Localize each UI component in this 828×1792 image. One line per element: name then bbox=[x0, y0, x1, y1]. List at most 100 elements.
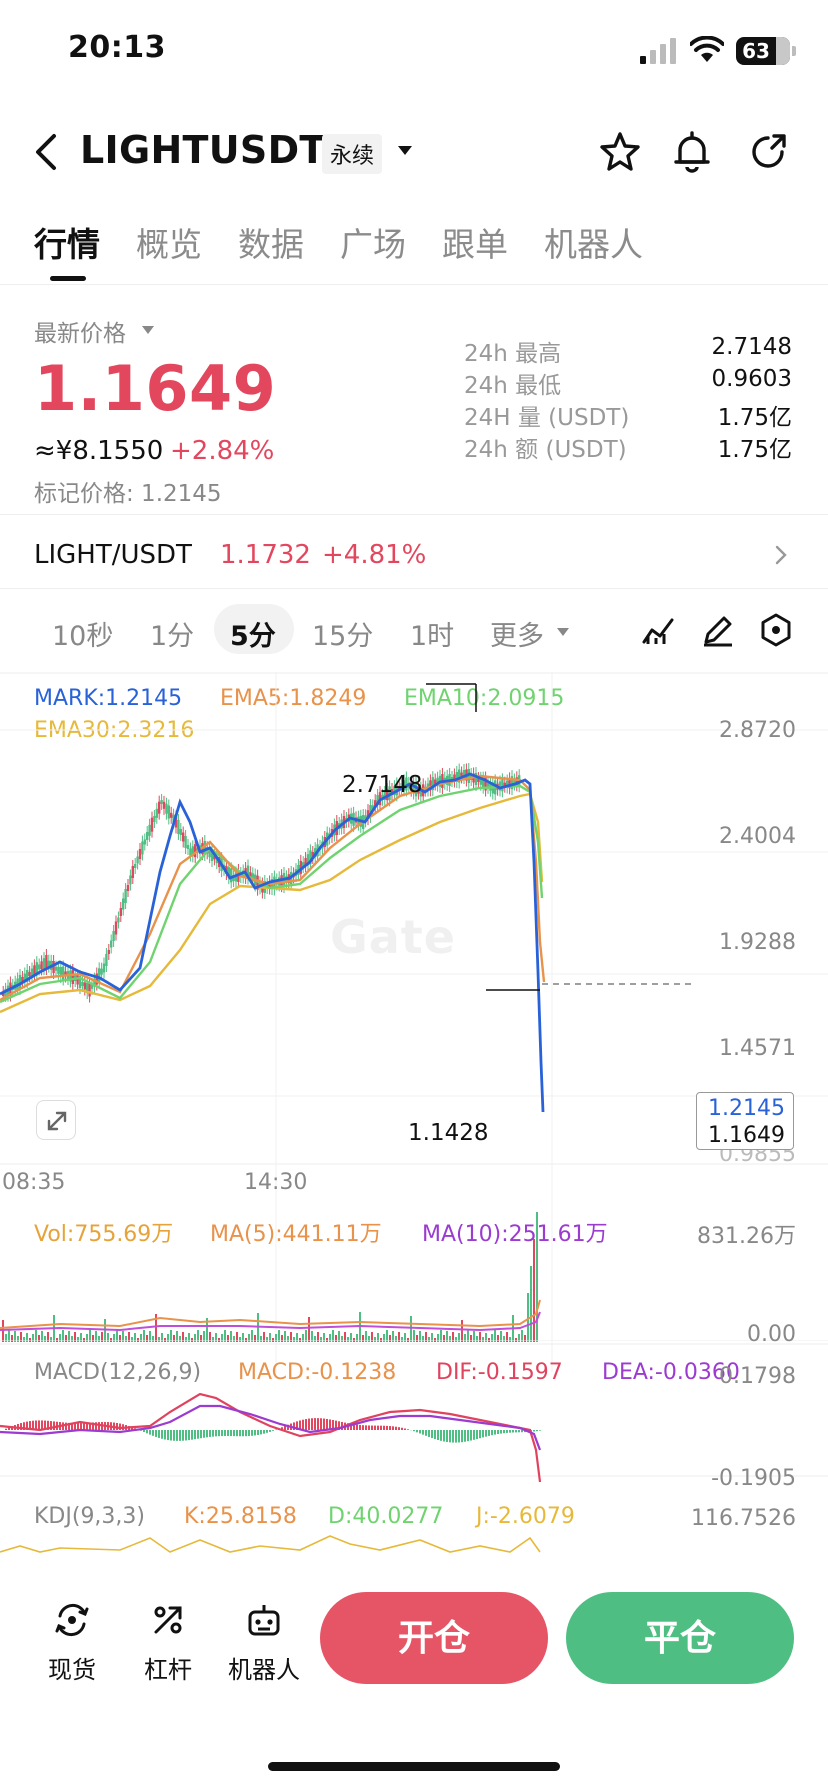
stat-turnover-label: 24h 额 (USDT) bbox=[464, 437, 627, 463]
back-icon[interactable] bbox=[30, 130, 64, 174]
volume-bar bbox=[236, 1332, 238, 1342]
macd-bar bbox=[323, 1418, 325, 1430]
volume-bar bbox=[167, 1334, 169, 1342]
vol-legend: Vol:755.69万 bbox=[34, 1222, 174, 1247]
macd-bar bbox=[53, 1421, 55, 1430]
indicator-subchart[interactable] bbox=[0, 1340, 828, 1560]
macd-bar bbox=[206, 1430, 208, 1438]
volume-bar bbox=[329, 1334, 331, 1342]
divider bbox=[0, 514, 828, 515]
spot-pair[interactable]: LIGHT/USDT bbox=[34, 540, 192, 570]
macd-bar bbox=[41, 1420, 43, 1430]
macd-bar bbox=[503, 1430, 505, 1434]
volume-bar bbox=[5, 1334, 7, 1342]
kdj-d: D:40.0277 bbox=[328, 1504, 444, 1529]
volume-bar bbox=[494, 1330, 496, 1342]
macd-bar bbox=[539, 1430, 541, 1431]
macd-dif: DIF:-0.1597 bbox=[436, 1360, 563, 1385]
expand-button[interactable] bbox=[36, 1100, 76, 1140]
macd-bar bbox=[185, 1430, 187, 1441]
nav-spot[interactable]: 现货 bbox=[32, 1600, 112, 1685]
volume-bar bbox=[338, 1331, 340, 1342]
vol-axis-top: 831.26万 bbox=[697, 1224, 796, 1249]
tab-square[interactable]: 广场 bbox=[340, 225, 406, 264]
macd-bar bbox=[182, 1430, 184, 1441]
volume-bar bbox=[362, 1335, 364, 1342]
macd-bar bbox=[266, 1430, 268, 1433]
tab-bots[interactable]: 机器人 bbox=[544, 225, 643, 264]
legend-mark: MARK:1.2145 bbox=[34, 686, 183, 711]
macd-bar bbox=[35, 1420, 37, 1430]
perpetual-badge[interactable]: 永续 bbox=[322, 134, 383, 174]
volume-bar bbox=[533, 1239, 535, 1342]
settings-hexagon-icon[interactable] bbox=[758, 612, 794, 648]
nav-margin[interactable]: 杠杆 bbox=[128, 1600, 208, 1685]
open-position-button[interactable]: 开仓 bbox=[320, 1592, 548, 1684]
divider bbox=[0, 588, 828, 589]
macd-bar bbox=[194, 1430, 196, 1440]
macd-bar bbox=[422, 1430, 424, 1435]
interval-10s[interactable]: 10秒 bbox=[52, 621, 114, 652]
chevron-down-icon[interactable] bbox=[557, 628, 569, 636]
indicator-icon[interactable] bbox=[640, 612, 676, 648]
macd-bar bbox=[413, 1430, 415, 1432]
volume-bar bbox=[182, 1332, 184, 1342]
star-icon[interactable] bbox=[598, 130, 642, 174]
interval-1h[interactable]: 1时 bbox=[410, 621, 455, 652]
interval-5m[interactable]: 5分 bbox=[230, 621, 276, 652]
volume-bar bbox=[11, 1335, 13, 1342]
volume-bar bbox=[26, 1333, 28, 1342]
latest-price-label[interactable]: 最新价格 bbox=[34, 321, 126, 347]
volume-bar bbox=[371, 1332, 373, 1342]
share-icon[interactable] bbox=[746, 130, 790, 174]
chevron-down-icon[interactable] bbox=[398, 146, 412, 155]
chevron-down-icon[interactable] bbox=[142, 326, 154, 334]
interval-15m[interactable]: 15分 bbox=[312, 621, 374, 652]
volume-bar bbox=[197, 1330, 199, 1342]
kline-chart[interactable] bbox=[0, 672, 828, 1372]
volume-bar bbox=[296, 1333, 298, 1342]
stat-low-value: 0.9603 bbox=[711, 366, 792, 392]
macd-bar bbox=[455, 1430, 457, 1443]
chevron-right-icon[interactable] bbox=[774, 544, 788, 566]
volume-bar bbox=[413, 1330, 415, 1342]
bell-icon[interactable] bbox=[670, 130, 714, 174]
macd-bar bbox=[209, 1430, 211, 1437]
macd-bar bbox=[404, 1428, 406, 1430]
nav-bot[interactable]: 机器人 bbox=[224, 1600, 304, 1685]
volume-bar bbox=[173, 1335, 175, 1342]
draw-pencil-icon[interactable] bbox=[700, 612, 736, 648]
volume-bar bbox=[224, 1330, 226, 1342]
last-price: 1.1649 bbox=[34, 352, 277, 425]
macd-bar bbox=[365, 1425, 367, 1430]
macd-bar bbox=[167, 1430, 169, 1441]
macd-bar bbox=[176, 1430, 178, 1441]
tab-copy-trade[interactable]: 跟单 bbox=[442, 225, 508, 264]
volume-bar bbox=[449, 1336, 451, 1342]
tab-market[interactable]: 行情 bbox=[34, 225, 100, 264]
macd-bar bbox=[248, 1430, 250, 1437]
kdj-axis-top: 116.7526 bbox=[691, 1506, 796, 1531]
volume-bar bbox=[170, 1330, 172, 1342]
volume-bar bbox=[275, 1334, 277, 1342]
interval-1m[interactable]: 1分 bbox=[150, 621, 195, 652]
macd-bar bbox=[536, 1430, 538, 1432]
volume-bar bbox=[41, 1331, 43, 1342]
home-indicator[interactable] bbox=[268, 1762, 560, 1771]
macd-bar bbox=[335, 1420, 337, 1430]
axis-price-1: 2.8720 bbox=[719, 718, 796, 743]
nav-margin-label: 杠杆 bbox=[144, 1656, 192, 1684]
macd-bar bbox=[356, 1424, 358, 1430]
macd-bar bbox=[95, 1422, 97, 1430]
volume-bar bbox=[71, 1336, 73, 1342]
stat-high-value: 2.7148 bbox=[711, 334, 792, 360]
mark-price: 标记价格: 1.2145 bbox=[34, 481, 222, 507]
interval-more[interactable]: 更多 bbox=[490, 621, 544, 652]
pair-title[interactable]: LIGHTUSDT bbox=[80, 128, 326, 172]
tab-overview[interactable]: 概览 bbox=[136, 225, 202, 264]
macd-bar bbox=[92, 1422, 94, 1430]
close-position-button[interactable]: 平仓 bbox=[566, 1592, 794, 1684]
volume-bar bbox=[458, 1333, 460, 1342]
volume-bar bbox=[287, 1336, 289, 1342]
tab-data[interactable]: 数据 bbox=[238, 225, 304, 264]
